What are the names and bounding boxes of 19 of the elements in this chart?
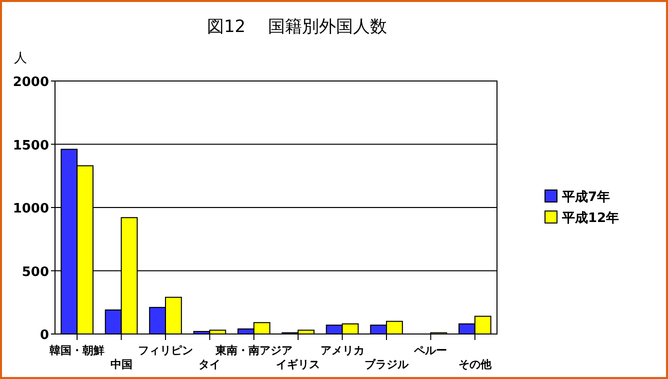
x-tick-label: ペルー bbox=[413, 344, 448, 357]
y-tick-label: 1500 bbox=[12, 138, 49, 154]
y-tick-label: 2000 bbox=[12, 75, 49, 90]
x-tick-label: イギリス bbox=[276, 358, 320, 371]
y-tick-label: 500 bbox=[22, 264, 49, 280]
x-tick-label: タイ bbox=[198, 358, 221, 371]
chart-title: 図12 国籍別外国人数 bbox=[206, 17, 388, 37]
x-tick-label: ブラジル bbox=[364, 358, 410, 371]
y-tick-label: 0 bbox=[40, 328, 49, 343]
y-axis-title: 人 bbox=[14, 51, 27, 66]
x-tick-label: その他 bbox=[458, 358, 492, 371]
legend-label: 平成12年 bbox=[561, 211, 620, 226]
x-tick-label: フィリピン bbox=[138, 344, 193, 357]
x-tick-label: 韓国・朝鮮 bbox=[50, 344, 105, 357]
y-tick-label: 1000 bbox=[12, 202, 49, 216]
legend-label: 平成7年 bbox=[561, 190, 610, 205]
x-tick-label: 中国 bbox=[110, 358, 132, 371]
x-tick-label: アメリカ bbox=[320, 344, 364, 357]
x-tick-label: 東南・南アジア bbox=[214, 344, 292, 357]
